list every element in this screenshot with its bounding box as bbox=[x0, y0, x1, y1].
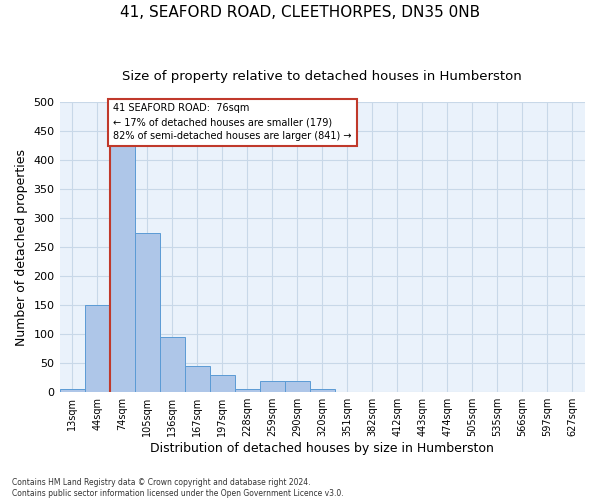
Title: Size of property relative to detached houses in Humberston: Size of property relative to detached ho… bbox=[122, 70, 522, 83]
Y-axis label: Number of detached properties: Number of detached properties bbox=[15, 148, 28, 346]
Bar bbox=[235, 390, 260, 392]
Bar bbox=[134, 232, 160, 392]
Bar bbox=[285, 380, 310, 392]
Bar bbox=[185, 366, 209, 392]
Bar bbox=[209, 375, 235, 392]
Bar bbox=[110, 143, 134, 392]
Bar bbox=[260, 380, 285, 392]
Text: 41, SEAFORD ROAD, CLEETHORPES, DN35 0NB: 41, SEAFORD ROAD, CLEETHORPES, DN35 0NB bbox=[120, 5, 480, 20]
Text: Contains HM Land Registry data © Crown copyright and database right 2024.
Contai: Contains HM Land Registry data © Crown c… bbox=[12, 478, 344, 498]
Bar bbox=[59, 390, 85, 392]
Text: 41 SEAFORD ROAD:  76sqm
← 17% of detached houses are smaller (179)
82% of semi-d: 41 SEAFORD ROAD: 76sqm ← 17% of detached… bbox=[113, 104, 352, 142]
Bar bbox=[85, 305, 110, 392]
X-axis label: Distribution of detached houses by size in Humberston: Distribution of detached houses by size … bbox=[151, 442, 494, 455]
Bar bbox=[310, 390, 335, 392]
Bar bbox=[160, 337, 185, 392]
